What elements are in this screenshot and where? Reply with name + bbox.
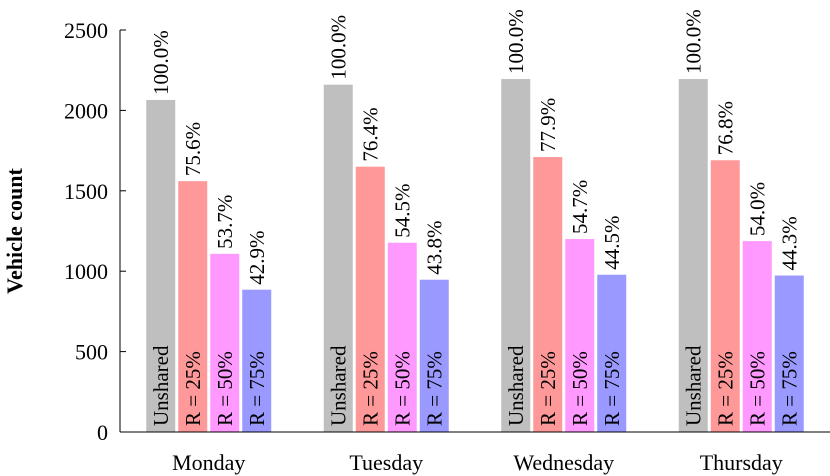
y-axis-ticks: 0 500 1000 1500 2000 2500 [64, 18, 126, 445]
series-label: Unshared [504, 345, 528, 426]
data-label: 100.0% [149, 30, 173, 95]
data-label: 76.4% [358, 107, 382, 161]
data-label: 43.8% [422, 220, 446, 274]
x-axis-labels: Monday Tuesday Wednesday Thursday [172, 450, 783, 475]
series-label: Unshared [326, 345, 350, 426]
data-label: 100.0% [681, 9, 705, 74]
x-tick-label: Wednesday [513, 450, 614, 475]
series-label: R = 50% [568, 351, 592, 426]
bar [323, 84, 353, 432]
bar [242, 289, 272, 432]
x-tick-label: Monday [172, 450, 245, 475]
series-label: Unshared [681, 345, 705, 426]
bar [774, 275, 804, 432]
bar [678, 79, 708, 432]
series-label: R = 75% [600, 351, 624, 426]
data-label: 100.0% [504, 9, 528, 74]
bar [710, 160, 740, 433]
series-label: R = 75% [777, 351, 801, 426]
bar [178, 181, 208, 432]
data-label: 100.0% [326, 15, 350, 80]
data-label: 76.8% [713, 101, 737, 155]
bar [565, 239, 595, 432]
data-label: 44.3% [777, 216, 801, 270]
series-label: R = 25% [358, 351, 382, 426]
y-tick-label: 2000 [64, 98, 108, 123]
bar [533, 157, 563, 433]
series-label: R = 25% [713, 351, 737, 426]
bar [355, 166, 385, 432]
bar [419, 279, 449, 432]
series-label: R = 25% [536, 351, 560, 426]
data-label: 53.7% [213, 195, 237, 249]
series-label: R = 50% [745, 351, 769, 426]
series-label: R = 50% [390, 351, 414, 426]
y-axis-label: Vehicle count [2, 167, 27, 293]
y-tick-label: 0 [97, 420, 108, 445]
series-label: R = 75% [422, 351, 446, 426]
data-label: 75.6% [181, 122, 205, 176]
data-label: 54.7% [568, 180, 592, 234]
x-tick-label: Thursday [700, 450, 783, 475]
series-label: R = 50% [213, 351, 237, 426]
y-tick-label: 500 [75, 340, 108, 365]
data-label: 44.5% [600, 215, 624, 269]
bar [146, 99, 176, 432]
bar [501, 79, 531, 432]
bar [742, 241, 772, 432]
bar [210, 253, 240, 432]
series-label: R = 25% [181, 351, 205, 426]
y-tick-label: 1500 [64, 179, 108, 204]
data-label: 54.5% [390, 183, 414, 237]
bars-group: 100.0% Unshared 75.6% R = 25% 53.7% R = 50% 42… [146, 9, 804, 433]
data-label: 77.9% [536, 98, 560, 152]
data-label: 42.9% [245, 230, 269, 284]
axes [119, 30, 830, 433]
bar [597, 274, 627, 432]
x-tick-label: Tuesday [349, 450, 423, 475]
y-tick-label: 1000 [64, 259, 108, 284]
y-tick-label: 2500 [64, 18, 108, 43]
bar [387, 242, 417, 432]
series-label: Unshared [149, 345, 173, 426]
data-label: 54.0% [745, 182, 769, 236]
series-label: R = 75% [245, 351, 269, 426]
